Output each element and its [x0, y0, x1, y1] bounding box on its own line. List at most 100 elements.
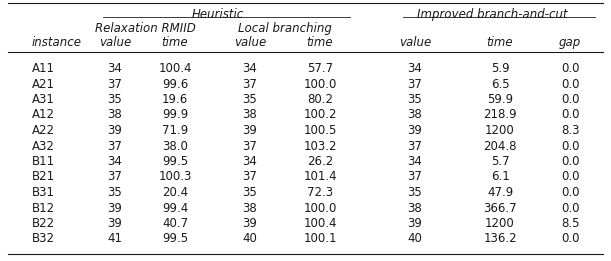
Text: 35: 35: [108, 93, 122, 106]
Text: 1200: 1200: [485, 217, 515, 230]
Text: 37: 37: [243, 78, 257, 91]
Text: 72.3: 72.3: [307, 186, 333, 199]
Text: gap: gap: [559, 36, 581, 49]
Text: 5.9: 5.9: [491, 62, 510, 75]
Text: 39: 39: [243, 124, 257, 137]
Text: 38: 38: [108, 109, 122, 122]
Text: 38: 38: [243, 109, 257, 122]
Text: 0.0: 0.0: [561, 186, 579, 199]
Text: 0.0: 0.0: [561, 139, 579, 152]
Text: 103.2: 103.2: [303, 139, 337, 152]
Text: value: value: [399, 36, 431, 49]
Text: 37: 37: [108, 78, 122, 91]
Text: 59.9: 59.9: [487, 93, 513, 106]
Text: A32: A32: [32, 139, 55, 152]
Text: 41: 41: [108, 233, 122, 246]
Text: 100.5: 100.5: [303, 124, 337, 137]
Text: 5.7: 5.7: [491, 155, 510, 168]
Text: B31: B31: [32, 186, 55, 199]
Text: 0.0: 0.0: [561, 62, 579, 75]
Text: 6.1: 6.1: [491, 170, 510, 183]
Text: 80.2: 80.2: [307, 93, 333, 106]
Text: 40: 40: [243, 233, 257, 246]
Text: 34: 34: [408, 155, 422, 168]
Text: 204.8: 204.8: [483, 139, 517, 152]
Text: time: time: [162, 36, 188, 49]
Text: 37: 37: [408, 139, 422, 152]
Text: 8.3: 8.3: [561, 124, 579, 137]
Text: 20.4: 20.4: [162, 186, 188, 199]
Text: 99.5: 99.5: [162, 233, 188, 246]
Text: 0.0: 0.0: [561, 78, 579, 91]
Text: 34: 34: [108, 62, 122, 75]
Text: instance: instance: [32, 36, 82, 49]
Text: 35: 35: [408, 186, 422, 199]
Text: 35: 35: [243, 186, 257, 199]
Text: 57.7: 57.7: [307, 62, 333, 75]
Text: 38: 38: [243, 201, 257, 215]
Text: time: time: [487, 36, 513, 49]
Text: B21: B21: [32, 170, 55, 183]
Text: 38: 38: [408, 109, 422, 122]
Text: 101.4: 101.4: [303, 170, 337, 183]
Text: 71.9: 71.9: [162, 124, 188, 137]
Text: 40: 40: [408, 233, 422, 246]
Text: 37: 37: [243, 170, 257, 183]
Text: B22: B22: [32, 217, 55, 230]
Text: 34: 34: [243, 62, 257, 75]
Text: 26.2: 26.2: [307, 155, 333, 168]
Text: 19.6: 19.6: [162, 93, 188, 106]
Text: 100.0: 100.0: [303, 201, 337, 215]
Text: 34: 34: [108, 155, 122, 168]
Text: 37: 37: [108, 170, 122, 183]
Text: B11: B11: [32, 155, 55, 168]
Text: 39: 39: [108, 124, 122, 137]
Text: 366.7: 366.7: [483, 201, 517, 215]
Text: A22: A22: [32, 124, 55, 137]
Text: 8.5: 8.5: [561, 217, 579, 230]
Text: 99.5: 99.5: [162, 155, 188, 168]
Text: 39: 39: [243, 217, 257, 230]
Text: time: time: [307, 36, 334, 49]
Text: 136.2: 136.2: [483, 233, 517, 246]
Text: value: value: [99, 36, 131, 49]
Text: 100.1: 100.1: [303, 233, 337, 246]
Text: 0.0: 0.0: [561, 155, 579, 168]
Text: 0.0: 0.0: [561, 109, 579, 122]
Text: Heuristic: Heuristic: [191, 8, 244, 21]
Text: 37: 37: [108, 139, 122, 152]
Text: 6.5: 6.5: [491, 78, 510, 91]
Text: 99.9: 99.9: [162, 109, 188, 122]
Text: 100.4: 100.4: [158, 62, 192, 75]
Text: B12: B12: [32, 201, 55, 215]
Text: 100.4: 100.4: [303, 217, 337, 230]
Text: 100.2: 100.2: [303, 109, 337, 122]
Text: 1200: 1200: [485, 124, 515, 137]
Text: 38: 38: [408, 201, 422, 215]
Text: 35: 35: [243, 93, 257, 106]
Text: 0.0: 0.0: [561, 201, 579, 215]
Text: 0.0: 0.0: [561, 93, 579, 106]
Text: 100.0: 100.0: [303, 78, 337, 91]
Text: value: value: [234, 36, 266, 49]
Text: A11: A11: [32, 62, 55, 75]
Text: 99.4: 99.4: [162, 201, 188, 215]
Text: 34: 34: [408, 62, 422, 75]
Text: A12: A12: [32, 109, 55, 122]
Text: 34: 34: [243, 155, 257, 168]
Text: Relaxation RMIID: Relaxation RMIID: [95, 22, 196, 35]
Text: Improved branch-and-cut: Improved branch-and-cut: [417, 8, 568, 21]
Text: 47.9: 47.9: [487, 186, 513, 199]
Text: Local branching: Local branching: [238, 22, 332, 35]
Text: 39: 39: [408, 217, 422, 230]
Text: 38.0: 38.0: [162, 139, 188, 152]
Text: 37: 37: [243, 139, 257, 152]
Text: 218.9: 218.9: [483, 109, 517, 122]
Text: 39: 39: [408, 124, 422, 137]
Text: 99.6: 99.6: [162, 78, 188, 91]
Text: B32: B32: [32, 233, 55, 246]
Text: 0.0: 0.0: [561, 170, 579, 183]
Text: 39: 39: [108, 217, 122, 230]
Text: 37: 37: [408, 170, 422, 183]
Text: 100.3: 100.3: [158, 170, 192, 183]
